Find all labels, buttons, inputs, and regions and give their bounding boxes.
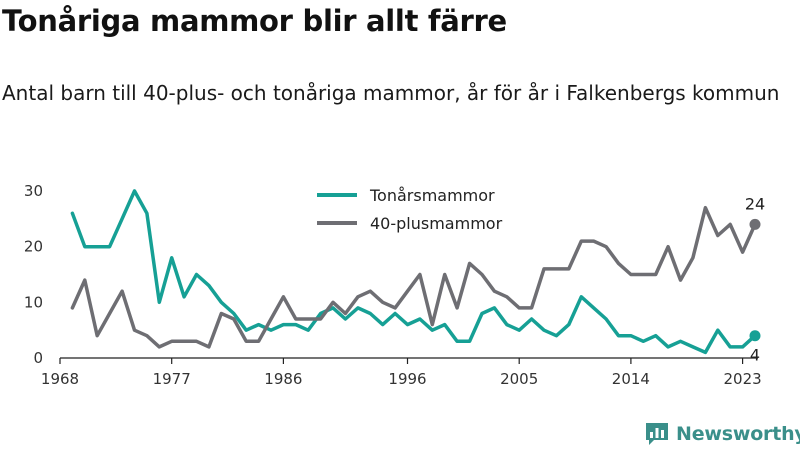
y-tick-label: 0 [33, 349, 43, 367]
legend-label-1: 40-plusmammor [370, 214, 503, 233]
x-tick-label: 2023 [723, 370, 761, 388]
x-tick-label: 2014 [612, 370, 650, 388]
bar-chart-icon [646, 423, 668, 445]
x-tick-label: 1977 [153, 370, 191, 388]
y-axis: 0 10 20 30 [24, 182, 43, 367]
series-line-0 [70, 189, 757, 355]
y-tick-label: 20 [24, 238, 43, 256]
end-point-marker-1 [749, 218, 761, 230]
end-value-label-1: 24 [745, 194, 765, 213]
newsworthy-logo: Newsworthy [644, 420, 800, 448]
x-tick-label: 1986 [264, 370, 302, 388]
x-tick-label: 2005 [500, 370, 538, 388]
end-markers: 4 24 [745, 194, 765, 364]
legend: Tonårsmammor 40-plusmammor [317, 186, 503, 233]
y-tick-label: 10 [24, 293, 43, 311]
brand-name: Newsworthy [676, 423, 800, 445]
end-value-label-0: 4 [750, 346, 760, 365]
end-point-marker-0 [749, 330, 761, 342]
series-lines [70, 189, 757, 355]
x-axis: 1968 1977 1986 1996 2005 2014 2023 [41, 357, 762, 388]
series-line-1 [70, 205, 757, 349]
chart-title: Tonåriga mammor blir allt färre [2, 4, 507, 38]
x-tick-label: 1996 [388, 370, 426, 388]
chart-subtitle: Antal barn till 40-plus- och tonåriga ma… [2, 81, 780, 105]
legend-label-0: Tonårsmammor [369, 186, 495, 205]
x-tick-label: 1968 [41, 370, 79, 388]
y-tick-label: 30 [24, 182, 43, 200]
